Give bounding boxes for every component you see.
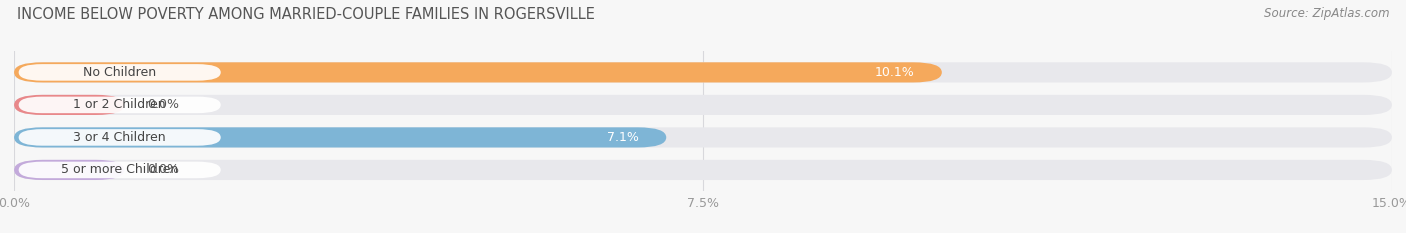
FancyBboxPatch shape (14, 95, 1392, 115)
FancyBboxPatch shape (18, 162, 221, 178)
Text: 10.1%: 10.1% (875, 66, 914, 79)
FancyBboxPatch shape (14, 62, 1392, 82)
FancyBboxPatch shape (14, 160, 1392, 180)
FancyBboxPatch shape (14, 62, 942, 82)
Text: 0.0%: 0.0% (148, 98, 179, 111)
FancyBboxPatch shape (14, 160, 124, 180)
Text: No Children: No Children (83, 66, 156, 79)
Text: 3 or 4 Children: 3 or 4 Children (73, 131, 166, 144)
Text: 0.0%: 0.0% (148, 163, 179, 176)
FancyBboxPatch shape (18, 64, 221, 81)
Text: INCOME BELOW POVERTY AMONG MARRIED-COUPLE FAMILIES IN ROGERSVILLE: INCOME BELOW POVERTY AMONG MARRIED-COUPL… (17, 7, 595, 22)
FancyBboxPatch shape (14, 95, 124, 115)
FancyBboxPatch shape (14, 127, 666, 147)
FancyBboxPatch shape (18, 97, 221, 113)
Text: 7.1%: 7.1% (607, 131, 638, 144)
FancyBboxPatch shape (14, 127, 1392, 147)
Text: 1 or 2 Children: 1 or 2 Children (73, 98, 166, 111)
FancyBboxPatch shape (18, 129, 221, 146)
Text: Source: ZipAtlas.com: Source: ZipAtlas.com (1264, 7, 1389, 20)
Text: 5 or more Children: 5 or more Children (60, 163, 179, 176)
